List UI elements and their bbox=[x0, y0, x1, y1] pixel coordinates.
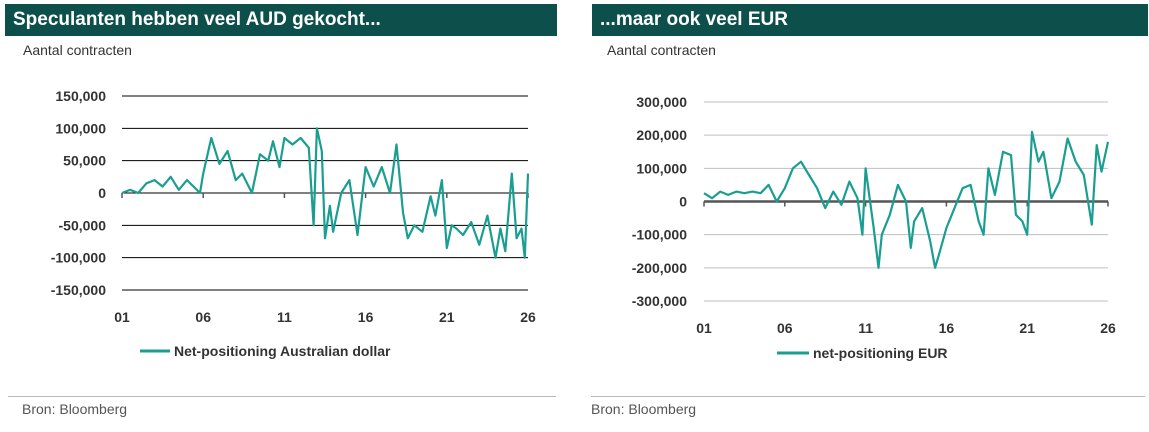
x-tick-label: 11 bbox=[858, 320, 873, 336]
y-tick-label: -200,000 bbox=[632, 260, 687, 276]
y-tick-label: 50,000 bbox=[63, 153, 106, 169]
source-text: Bron: Bloomberg bbox=[22, 401, 128, 417]
y-tick-label: -50,000 bbox=[59, 217, 107, 233]
chart-panel-aud: Speculanten hebben veel AUD gekocht... A… bbox=[0, 0, 560, 432]
y-tick-label: 100,000 bbox=[636, 160, 687, 176]
y-tick-label: -100,000 bbox=[51, 250, 106, 266]
x-tick-label: 01 bbox=[696, 320, 712, 336]
chart-title: ...maar ook veel EUR bbox=[592, 4, 1148, 36]
series-line bbox=[703, 130, 1110, 269]
y-tick-label: -300,000 bbox=[632, 293, 687, 309]
legend-label: Net-positioning Australian dollar bbox=[174, 343, 391, 359]
source-divider bbox=[591, 396, 1145, 397]
y-tick-label: -100,000 bbox=[632, 227, 687, 243]
chart-eur: -300,000 -200,000 -100,000 0 100,000 200,000 3… bbox=[632, 94, 1116, 361]
y-tick-label: 0 bbox=[679, 194, 687, 210]
chart-aud: -150,000 -100,000 -50,000 0 50,000 100,000 150… bbox=[51, 88, 536, 359]
x-tick-label: 26 bbox=[1100, 320, 1116, 336]
x-tick-label: 01 bbox=[114, 309, 130, 325]
y-tick-label: 300,000 bbox=[636, 94, 687, 110]
source-text: Bron: Bloomberg bbox=[591, 401, 697, 417]
y-tick-label: 150,000 bbox=[55, 88, 106, 104]
chart-panel-eur: ...maar ook veel EUR Aantal contracten -… bbox=[587, 0, 1149, 432]
y-tick-label: 100,000 bbox=[55, 120, 106, 136]
x-tick-label: 16 bbox=[358, 309, 374, 325]
series-line bbox=[121, 127, 530, 259]
source-divider bbox=[8, 396, 556, 397]
y-tick-label: -150,000 bbox=[51, 282, 106, 298]
x-tick-label: 06 bbox=[195, 309, 211, 325]
x-tick-label: 26 bbox=[520, 309, 536, 325]
x-tick-label: 06 bbox=[777, 320, 793, 336]
x-tick-label: 11 bbox=[277, 309, 292, 325]
x-tick-label: 21 bbox=[1019, 320, 1035, 336]
unit-label: Aantal contracten bbox=[23, 42, 132, 58]
x-tick-label: 21 bbox=[439, 309, 455, 325]
chart-title: Speculanten hebben veel AUD gekocht... bbox=[5, 4, 557, 36]
y-tick-label: 0 bbox=[98, 185, 106, 201]
legend-label: net-positioning EUR bbox=[813, 345, 948, 361]
unit-label: Aantal contracten bbox=[607, 42, 716, 58]
y-tick-label: 200,000 bbox=[636, 127, 687, 143]
x-tick-label: 16 bbox=[939, 320, 955, 336]
